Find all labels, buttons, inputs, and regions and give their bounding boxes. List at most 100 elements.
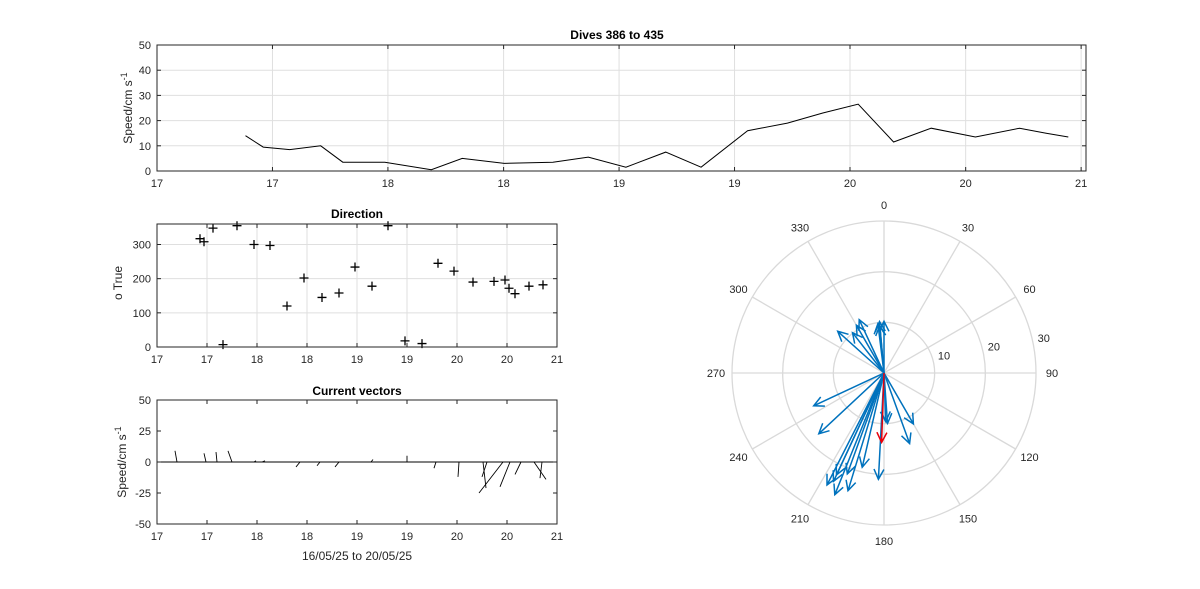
y-tick-label: 30 xyxy=(139,90,151,102)
current-vector xyxy=(215,452,218,463)
polar-panel: 0 30 60 90 120 150 180 210 240 270 300 330 10 20 30 xyxy=(707,200,1058,548)
polar-radius-label: 10 xyxy=(938,351,950,363)
y-tick-label: 40 xyxy=(139,65,151,77)
polar-angle-label: 270 xyxy=(707,368,725,380)
y-tick-label: -25 xyxy=(135,488,151,500)
vectors-ticks: 17 17 18 18 19 19 20 20 21 -50 -25 0 25 50 xyxy=(135,395,563,543)
direction-point xyxy=(383,221,393,231)
current-arrow xyxy=(858,372,885,469)
current-arrow xyxy=(875,323,887,374)
x-tick-label: 19 xyxy=(351,531,363,543)
polar-radius-label: 20 xyxy=(988,342,1000,354)
x-tick-label: 18 xyxy=(382,178,394,190)
direction-point xyxy=(500,275,510,285)
polar-angle-label: 240 xyxy=(729,452,747,464)
polar-radius-label: 30 xyxy=(1038,333,1050,345)
x-tick-label: 19 xyxy=(728,178,740,190)
current-arrow xyxy=(812,372,885,407)
direction-point xyxy=(350,262,360,272)
direction-point xyxy=(334,288,344,298)
direction-point xyxy=(510,289,520,299)
vectors-xlabel: 16/05/25 to 20/05/25 xyxy=(302,549,412,563)
speed-ticks: 17 17 18 18 19 19 20 20 21 0 10 20 30 40 50 xyxy=(139,40,1088,190)
current-arrow xyxy=(845,372,885,493)
direction-point xyxy=(367,281,377,291)
y-tick-label: 300 xyxy=(133,240,151,252)
y-tick-label: 0 xyxy=(145,166,151,178)
current-arrow xyxy=(832,372,885,483)
speed-title: Dives 386 to 435 xyxy=(570,28,664,42)
polar-angle-label: 300 xyxy=(729,284,747,296)
speed-line xyxy=(245,103,1069,171)
current-arrow xyxy=(855,323,885,374)
direction-point xyxy=(433,258,443,268)
x-tick-label: 20 xyxy=(960,178,972,190)
current-vector xyxy=(316,461,321,467)
y-tick-label: 50 xyxy=(139,40,151,52)
current-vector xyxy=(370,459,374,463)
polar-angle-label: 330 xyxy=(791,223,809,235)
x-tick-label: 20 xyxy=(501,354,513,366)
x-tick-label: 17 xyxy=(151,354,163,366)
current-vector xyxy=(253,460,257,463)
vectors-ylabel: Speed/cm s-1 xyxy=(113,426,129,497)
current-vector xyxy=(203,453,207,463)
current-vector xyxy=(227,450,233,463)
current-arrow xyxy=(851,331,885,374)
x-tick-label: 17 xyxy=(266,178,278,190)
polar-angle-label: 60 xyxy=(1023,284,1035,296)
direction-ylabel: o True xyxy=(111,266,125,300)
current-vector xyxy=(533,461,547,480)
current-vector xyxy=(482,461,487,489)
y-tick-label: 25 xyxy=(139,426,151,438)
current-arrow xyxy=(881,372,893,426)
direction-ticks: 17 17 18 18 19 19 20 20 21 0 100 200 300 xyxy=(133,224,563,366)
current-vector xyxy=(457,461,460,477)
current-vector xyxy=(295,461,301,468)
direction-point xyxy=(232,221,242,231)
current-vector xyxy=(539,461,543,479)
current-arrow xyxy=(883,372,912,446)
direction-point xyxy=(489,276,499,286)
current-arrow xyxy=(836,330,885,374)
x-tick-label: 20 xyxy=(501,531,513,543)
y-tick-label: 100 xyxy=(133,308,151,320)
direction-grid xyxy=(156,224,558,348)
polar-angle-label: 0 xyxy=(881,200,887,212)
vectors-series xyxy=(157,450,557,494)
x-tick-label: 18 xyxy=(301,531,313,543)
direction-point xyxy=(218,340,228,350)
speed-grid xyxy=(156,44,1086,172)
speed-ylabel: Speed/cm s-1 xyxy=(119,72,135,143)
x-tick-label: 17 xyxy=(151,531,163,543)
y-tick-label: 20 xyxy=(139,116,151,128)
current-vector xyxy=(334,461,340,468)
speed-panel: Dives 386 to 435 17 17 18 18 19 19 20 20 21 0 10 20… xyxy=(119,28,1087,190)
x-tick-label: 19 xyxy=(351,354,363,366)
polar-angle-label: 90 xyxy=(1046,368,1058,380)
y-tick-label: 50 xyxy=(139,395,151,407)
direction-title: Direction xyxy=(331,207,383,221)
x-tick-label: 20 xyxy=(451,531,463,543)
vectors-panel: Current vectors 17 17 18 18 19 19 20 20 21 -50 -25… xyxy=(113,384,563,563)
y-tick-label: 10 xyxy=(139,141,151,153)
current-vector xyxy=(261,460,266,463)
x-tick-label: 19 xyxy=(401,531,413,543)
x-tick-label: 17 xyxy=(201,531,213,543)
x-tick-label: 18 xyxy=(301,354,313,366)
direction-point xyxy=(199,237,209,247)
direction-point xyxy=(504,283,514,293)
x-tick-label: 21 xyxy=(1075,178,1087,190)
current-arrow xyxy=(817,372,885,435)
direction-panel: Direction 17 17 18 18 19 19 20 20 21 0 100 200 300 o… xyxy=(111,207,563,366)
direction-point xyxy=(208,223,218,233)
direction-point xyxy=(400,336,410,346)
direction-point xyxy=(538,280,548,290)
polar-angle-label: 150 xyxy=(959,513,977,525)
direction-point xyxy=(468,277,478,287)
direction-point xyxy=(524,281,534,291)
speed-axes-box xyxy=(156,44,1087,172)
mean-current-arrow xyxy=(876,372,888,445)
x-tick-label: 21 xyxy=(551,354,563,366)
